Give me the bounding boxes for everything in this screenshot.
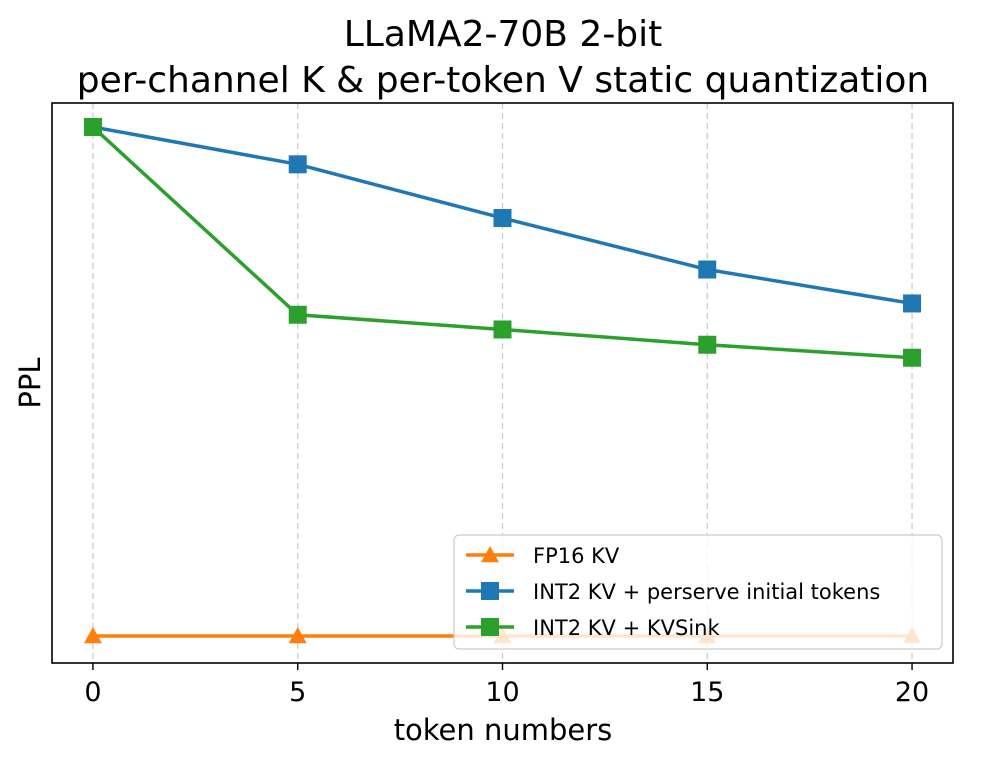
chart-title-line-1: LLaMA2-70B 2-bit bbox=[344, 14, 663, 55]
legend-marker bbox=[481, 582, 499, 600]
data-point bbox=[903, 348, 922, 367]
data-point bbox=[698, 335, 717, 354]
data-point bbox=[698, 260, 717, 279]
y-axis-label: PPL bbox=[13, 357, 47, 408]
x-tick-label: 20 bbox=[895, 677, 929, 708]
legend-label: FP16 KV bbox=[533, 544, 620, 568]
data-point bbox=[493, 320, 512, 339]
legend: FP16 KV INT2 KV + perserve initial tokens… bbox=[453, 534, 943, 650]
x-tick-label: 10 bbox=[485, 677, 519, 708]
chart-title-line-2: per-channel K & per-token V static quant… bbox=[77, 60, 930, 101]
legend-label: INT2 KV + perserve initial tokens bbox=[533, 580, 880, 604]
grid-lines bbox=[92, 103, 913, 663]
data-point bbox=[288, 627, 307, 644]
legend-item-3: INT2 KV + KVSink bbox=[466, 616, 720, 640]
legend-marker bbox=[481, 546, 499, 563]
x-axis-ticks: 0 5 10 15 20 bbox=[84, 663, 929, 708]
legend-box bbox=[453, 534, 943, 650]
legend-item-1: FP16 KV bbox=[466, 544, 620, 568]
x-axis-label: token numbers bbox=[394, 713, 613, 747]
x-tick-label: 15 bbox=[690, 677, 724, 708]
series-3 bbox=[83, 118, 922, 367]
x-tick-label: 5 bbox=[289, 677, 306, 708]
data-point bbox=[83, 118, 102, 136]
data-point bbox=[288, 155, 307, 174]
legend-label: INT2 KV + KVSink bbox=[533, 616, 720, 640]
data-point bbox=[493, 209, 512, 228]
data-point bbox=[83, 627, 102, 644]
x-tick-label: 0 bbox=[84, 677, 101, 708]
legend-item-2: INT2 KV + perserve initial tokens bbox=[466, 580, 880, 604]
legend-marker bbox=[481, 618, 499, 636]
data-point bbox=[288, 305, 307, 324]
data-point bbox=[903, 294, 922, 313]
